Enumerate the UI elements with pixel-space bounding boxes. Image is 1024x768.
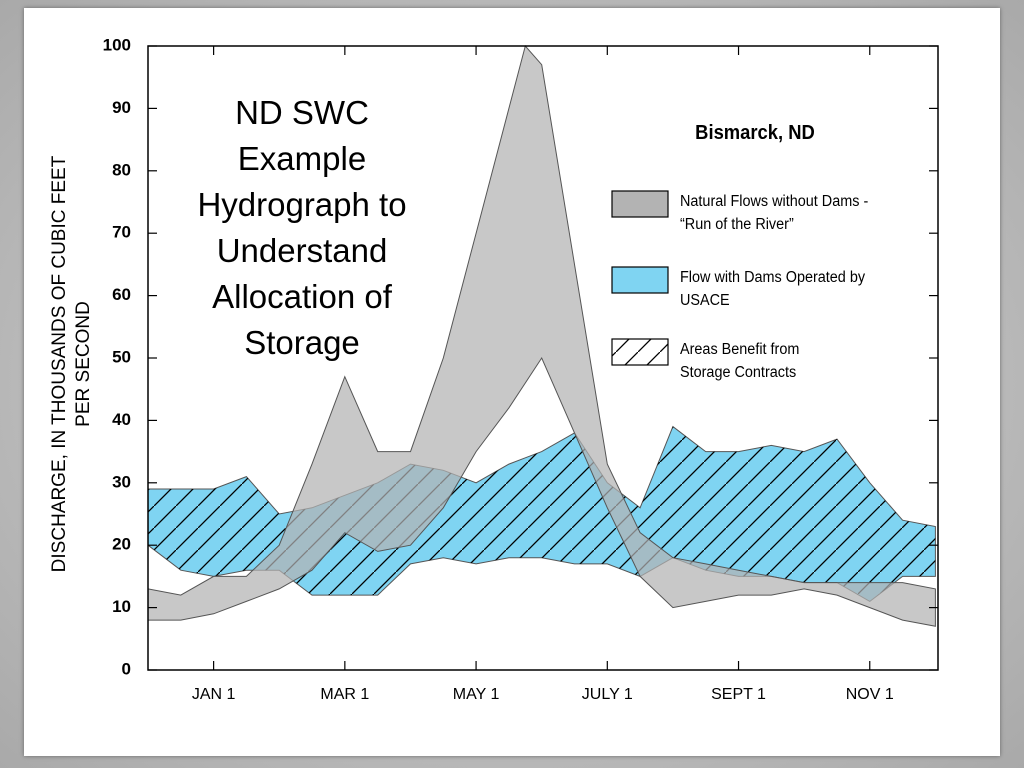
x-tick-label: MAR 1 bbox=[320, 686, 369, 703]
hatch-overlay bbox=[148, 426, 936, 602]
chart-subtitle: Bismarck, ND bbox=[695, 122, 815, 144]
legend-label: Flow with Dams Operated by USACE bbox=[680, 269, 866, 309]
y-axis-label: DISCHARGE, IN THOUSANDS OF CUBIC FEET PE… bbox=[49, 155, 94, 573]
legend-swatch bbox=[611, 338, 669, 366]
legend-label: Natural Flows without Dams - “Run of the… bbox=[680, 193, 869, 233]
legend-swatch bbox=[611, 190, 669, 218]
flow-band bbox=[147, 44, 936, 627]
legend-label: Areas Benefit from Storage Contracts bbox=[680, 341, 800, 381]
y-tick-label: 20 bbox=[112, 535, 131, 554]
x-tick-label: JAN 1 bbox=[192, 686, 236, 703]
y-tick-label: 100 bbox=[103, 35, 131, 54]
x-tick-label: SEPT 1 bbox=[711, 686, 766, 703]
y-tick-label: 80 bbox=[112, 160, 131, 179]
y-tick-label: 40 bbox=[112, 410, 131, 429]
chart-title: ND SWC Example Hydrograph to Understand … bbox=[197, 94, 407, 361]
y-tick-label: 0 bbox=[122, 659, 131, 678]
y-tick-label: 70 bbox=[112, 223, 131, 242]
y-tick-label: 10 bbox=[112, 597, 131, 616]
y-tick-label: 30 bbox=[112, 472, 131, 491]
legend-swatch bbox=[611, 266, 669, 294]
x-tick-label: JULY 1 bbox=[582, 686, 633, 703]
y-tick-label: 50 bbox=[112, 347, 131, 366]
y-tick-label: 90 bbox=[112, 98, 131, 117]
y-tick-label: 60 bbox=[112, 285, 131, 304]
x-tick-label: NOV 1 bbox=[846, 686, 894, 703]
x-tick-label: MAY 1 bbox=[453, 686, 500, 703]
